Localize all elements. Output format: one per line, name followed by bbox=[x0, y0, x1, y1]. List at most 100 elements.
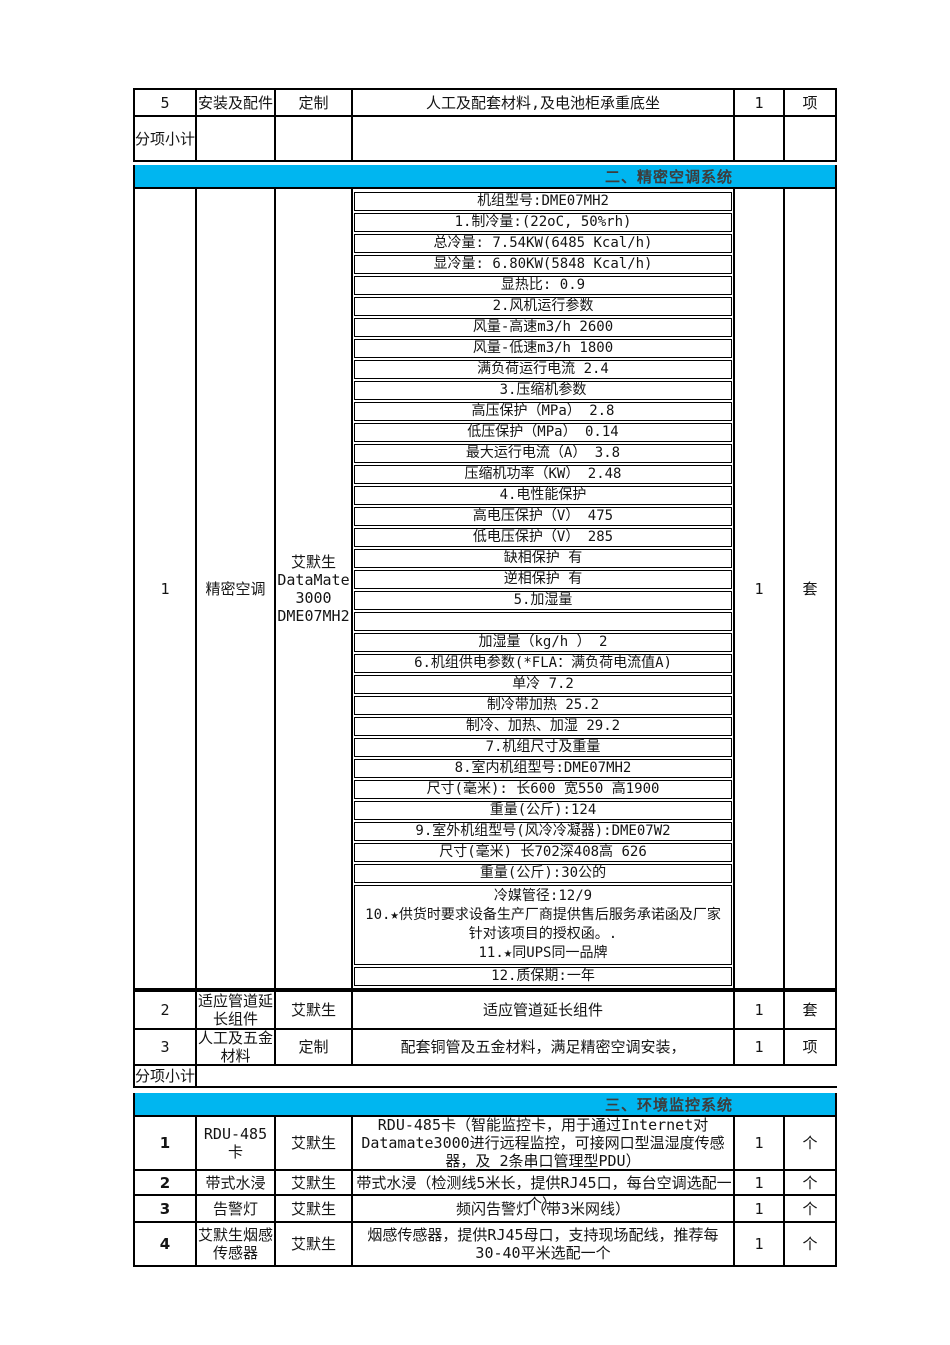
row-name: 人工及五金材料 bbox=[197, 1029, 273, 1065]
cell-unit[interactable]: 套 bbox=[785, 189, 835, 988]
spec-row[interactable]: 风量-低速m3/h 1800 bbox=[354, 339, 732, 358]
spec-row[interactable]: 逆相保护 有 bbox=[354, 570, 732, 589]
spec-row[interactable]: 单冷 7.2 bbox=[354, 675, 732, 694]
spec-row[interactable]: 缺相保护 有 bbox=[354, 549, 732, 568]
cell-brand[interactable]: 艾默生 bbox=[276, 1171, 353, 1194]
cell-brand[interactable]: 定制 bbox=[276, 1030, 353, 1064]
spec-row[interactable]: 加湿量（kg/h ） 2 bbox=[354, 633, 732, 652]
cell-desc[interactable]: RDU-485卡（智能监控卡，用于通过Internet对Datamate3000… bbox=[353, 1116, 735, 1170]
cell-qty[interactable]: 1 bbox=[735, 1171, 785, 1194]
cell-name[interactable]: 告警灯 bbox=[197, 1196, 276, 1221]
spec-row[interactable]: 压缩机功率（KW） 2.48 bbox=[354, 465, 732, 484]
cell-qty[interactable]: 1 bbox=[735, 1117, 785, 1169]
cell-unit[interactable]: 个 bbox=[785, 1196, 835, 1221]
spec-row[interactable]: 7.机组尺寸及重量 bbox=[354, 738, 732, 757]
cell-desc[interactable]: 烟感传感器，提供RJ45母口，支持现场配线，推荐每30-40平米选配一个 bbox=[353, 1223, 735, 1265]
spec-row[interactable]: 尺寸(毫米) 长702深408高 626 bbox=[354, 843, 732, 862]
cell-no[interactable]: 4 bbox=[135, 1223, 197, 1265]
cell-empty[interactable] bbox=[785, 117, 835, 160]
subtotal-row: 分项小计 bbox=[133, 1066, 837, 1088]
section-header-env-monitoring[interactable]: 三、环境监控系统 bbox=[133, 1093, 837, 1115]
spec-row[interactable]: 显热比: 0.9 bbox=[354, 276, 732, 295]
cell-unit[interactable]: 项 bbox=[785, 90, 835, 115]
row-qty: 1 bbox=[754, 579, 764, 598]
cell-empty[interactable] bbox=[353, 117, 735, 160]
cell-qty[interactable]: 1 bbox=[735, 189, 785, 988]
spec-row[interactable]: 4.电性能保护 bbox=[354, 486, 732, 505]
spec-row[interactable]: 低压保护（MPa） 0.14 bbox=[354, 423, 732, 442]
spec-row[interactable]: 5.加湿量 bbox=[354, 591, 732, 610]
spec-row[interactable]: 最大运行电流（A） 3.8 bbox=[354, 444, 732, 463]
spec-row[interactable]: 风量-高速m3/h 2600 bbox=[354, 318, 732, 337]
cell-desc[interactable]: 频闪告警灯（带3米网线） bbox=[353, 1196, 735, 1221]
spec-row[interactable]: 9.室外机组型号(风冷冷凝器):DME07W2 bbox=[354, 822, 732, 841]
row-unit: 套 bbox=[802, 579, 818, 598]
spec-row[interactable]: 重量(公斤):124 bbox=[354, 801, 732, 820]
spec-row[interactable]: 1.制冷量:(22oC, 50%rh) bbox=[354, 213, 732, 232]
cell-unit[interactable]: 个 bbox=[785, 1117, 835, 1169]
cell-specs[interactable]: 机组型号:DME07MH2 1.制冷量:(22oC, 50%rh) 总冷量: 7.5… bbox=[353, 189, 735, 988]
cell-name[interactable]: 艾默生烟感传感器 bbox=[197, 1223, 276, 1265]
row-name: 告警灯 bbox=[212, 1199, 258, 1218]
cell-brand[interactable]: 艾默生 bbox=[276, 1196, 353, 1221]
cell-brand[interactable]: 艾默生 DataMate 3000 DME07MH2 bbox=[276, 189, 353, 988]
cell-no[interactable]: 3 bbox=[135, 1030, 197, 1064]
cell-brand[interactable]: 艾默生 bbox=[276, 1117, 353, 1169]
spec-row[interactable]: 2.风机运行参数 bbox=[354, 297, 732, 316]
cell-unit[interactable]: 项 bbox=[785, 1030, 835, 1064]
spec-row[interactable]: 低电压保护（V） 285 bbox=[354, 528, 732, 547]
cell-no[interactable]: 2 bbox=[135, 1171, 197, 1194]
spec-row[interactable]: 尺寸(毫米): 长600 宽550 高1900 bbox=[354, 780, 732, 799]
cell-qty[interactable]: 1 bbox=[735, 1223, 785, 1265]
cell-no[interactable]: 1 bbox=[135, 1117, 197, 1169]
spec-row[interactable]: 制冷、加热、加湿 29.2 bbox=[354, 717, 732, 736]
cell-unit[interactable]: 套 bbox=[785, 992, 835, 1028]
cell-brand[interactable]: 定制 bbox=[276, 90, 353, 115]
cell-name[interactable]: RDU-485卡 bbox=[197, 1117, 276, 1169]
cell-unit[interactable]: 个 bbox=[785, 1171, 835, 1194]
spec-row[interactable]: 制冷带加热 25.2 bbox=[354, 696, 732, 715]
spec-row[interactable]: 6.机组供电参数(*FLA：满负荷电流值A) bbox=[354, 654, 732, 673]
cell-subtotal-label[interactable]: 分项小计 bbox=[135, 1066, 197, 1086]
cell-desc[interactable]: 带式水浸（检测线5米长，提供RJ45口，每台空调选配一个） bbox=[353, 1171, 735, 1213]
cell-no[interactable]: 2 bbox=[135, 992, 197, 1028]
row-unit: 个 bbox=[802, 1173, 818, 1192]
cell-desc[interactable]: 人工及配套材料,及电池柜承重底坐 bbox=[353, 90, 735, 115]
spec-row[interactable] bbox=[354, 612, 732, 631]
cell-qty[interactable]: 1 bbox=[735, 992, 785, 1028]
cell-qty[interactable]: 1 bbox=[735, 1030, 785, 1064]
cell-desc[interactable]: 适应管道延长组件 bbox=[353, 992, 735, 1028]
cell-name[interactable]: 精密空调 bbox=[197, 189, 276, 988]
spec-row[interactable]: 机组型号:DME07MH2 bbox=[354, 192, 732, 211]
spec-row[interactable]: 满负荷运行电流 2.4 bbox=[354, 360, 732, 379]
cell-no[interactable]: 3 bbox=[135, 1196, 197, 1221]
spec-row[interactable]: 重量(公斤):30公的 bbox=[354, 864, 732, 883]
spec-row[interactable]: 12.质保期:一年 bbox=[354, 967, 732, 986]
section-header-precision-ac[interactable]: 二、精密空调系统 bbox=[133, 165, 837, 187]
cell-name[interactable]: 带式水浸 bbox=[197, 1171, 276, 1194]
cell-qty[interactable]: 1 bbox=[735, 1196, 785, 1221]
cell-name[interactable]: 安装及配件 bbox=[197, 90, 276, 115]
cell-desc[interactable]: 配套铜管及五金材料，满足精密空调安装， bbox=[353, 1030, 735, 1064]
table-row: 4 艾默生烟感传感器 艾默生 烟感传感器，提供RJ45母口，支持现场配线，推荐每30-… bbox=[133, 1223, 837, 1267]
cell-empty[interactable] bbox=[735, 117, 785, 160]
cell-brand[interactable]: 艾默生 bbox=[276, 1223, 353, 1265]
cell-subtotal-label[interactable]: 分项小计 bbox=[135, 117, 197, 160]
spec-row[interactable]: 高电压保护（V） 475 bbox=[354, 507, 732, 526]
cell-brand[interactable]: 艾默生 bbox=[276, 992, 353, 1028]
spec-row[interactable]: 显冷量: 6.80KW(5848 Kcal/h) bbox=[354, 255, 732, 274]
cell-name[interactable]: 人工及五金材料 bbox=[197, 1029, 276, 1065]
cell-no[interactable]: 1 bbox=[135, 189, 197, 988]
spec-row[interactable]: 3.压缩机参数 bbox=[354, 381, 732, 400]
cell-qty[interactable]: 1 bbox=[735, 90, 785, 115]
spec-row[interactable]: 冷媒管径:12/9 10.★供货时要求设备生产厂商提供售后服务承诺函及厂家 针对… bbox=[354, 885, 732, 965]
cell-empty[interactable] bbox=[276, 117, 353, 160]
cell-no[interactable]: 5 bbox=[135, 90, 197, 115]
cell-unit[interactable]: 个 bbox=[785, 1223, 835, 1265]
spec-row[interactable]: 8.室内机组型号:DME07MH2 bbox=[354, 759, 732, 778]
spec-row[interactable]: 总冷量: 7.54KW(6485 Kcal/h) bbox=[354, 234, 732, 253]
cell-empty[interactable] bbox=[197, 117, 276, 160]
cell-name[interactable]: 适应管道延长组件 bbox=[197, 992, 276, 1028]
row-desc: RDU-485卡（智能监控卡，用于通过Internet对Datamate3000… bbox=[361, 1116, 725, 1170]
spec-row[interactable]: 高压保护（MPa） 2.8 bbox=[354, 402, 732, 421]
